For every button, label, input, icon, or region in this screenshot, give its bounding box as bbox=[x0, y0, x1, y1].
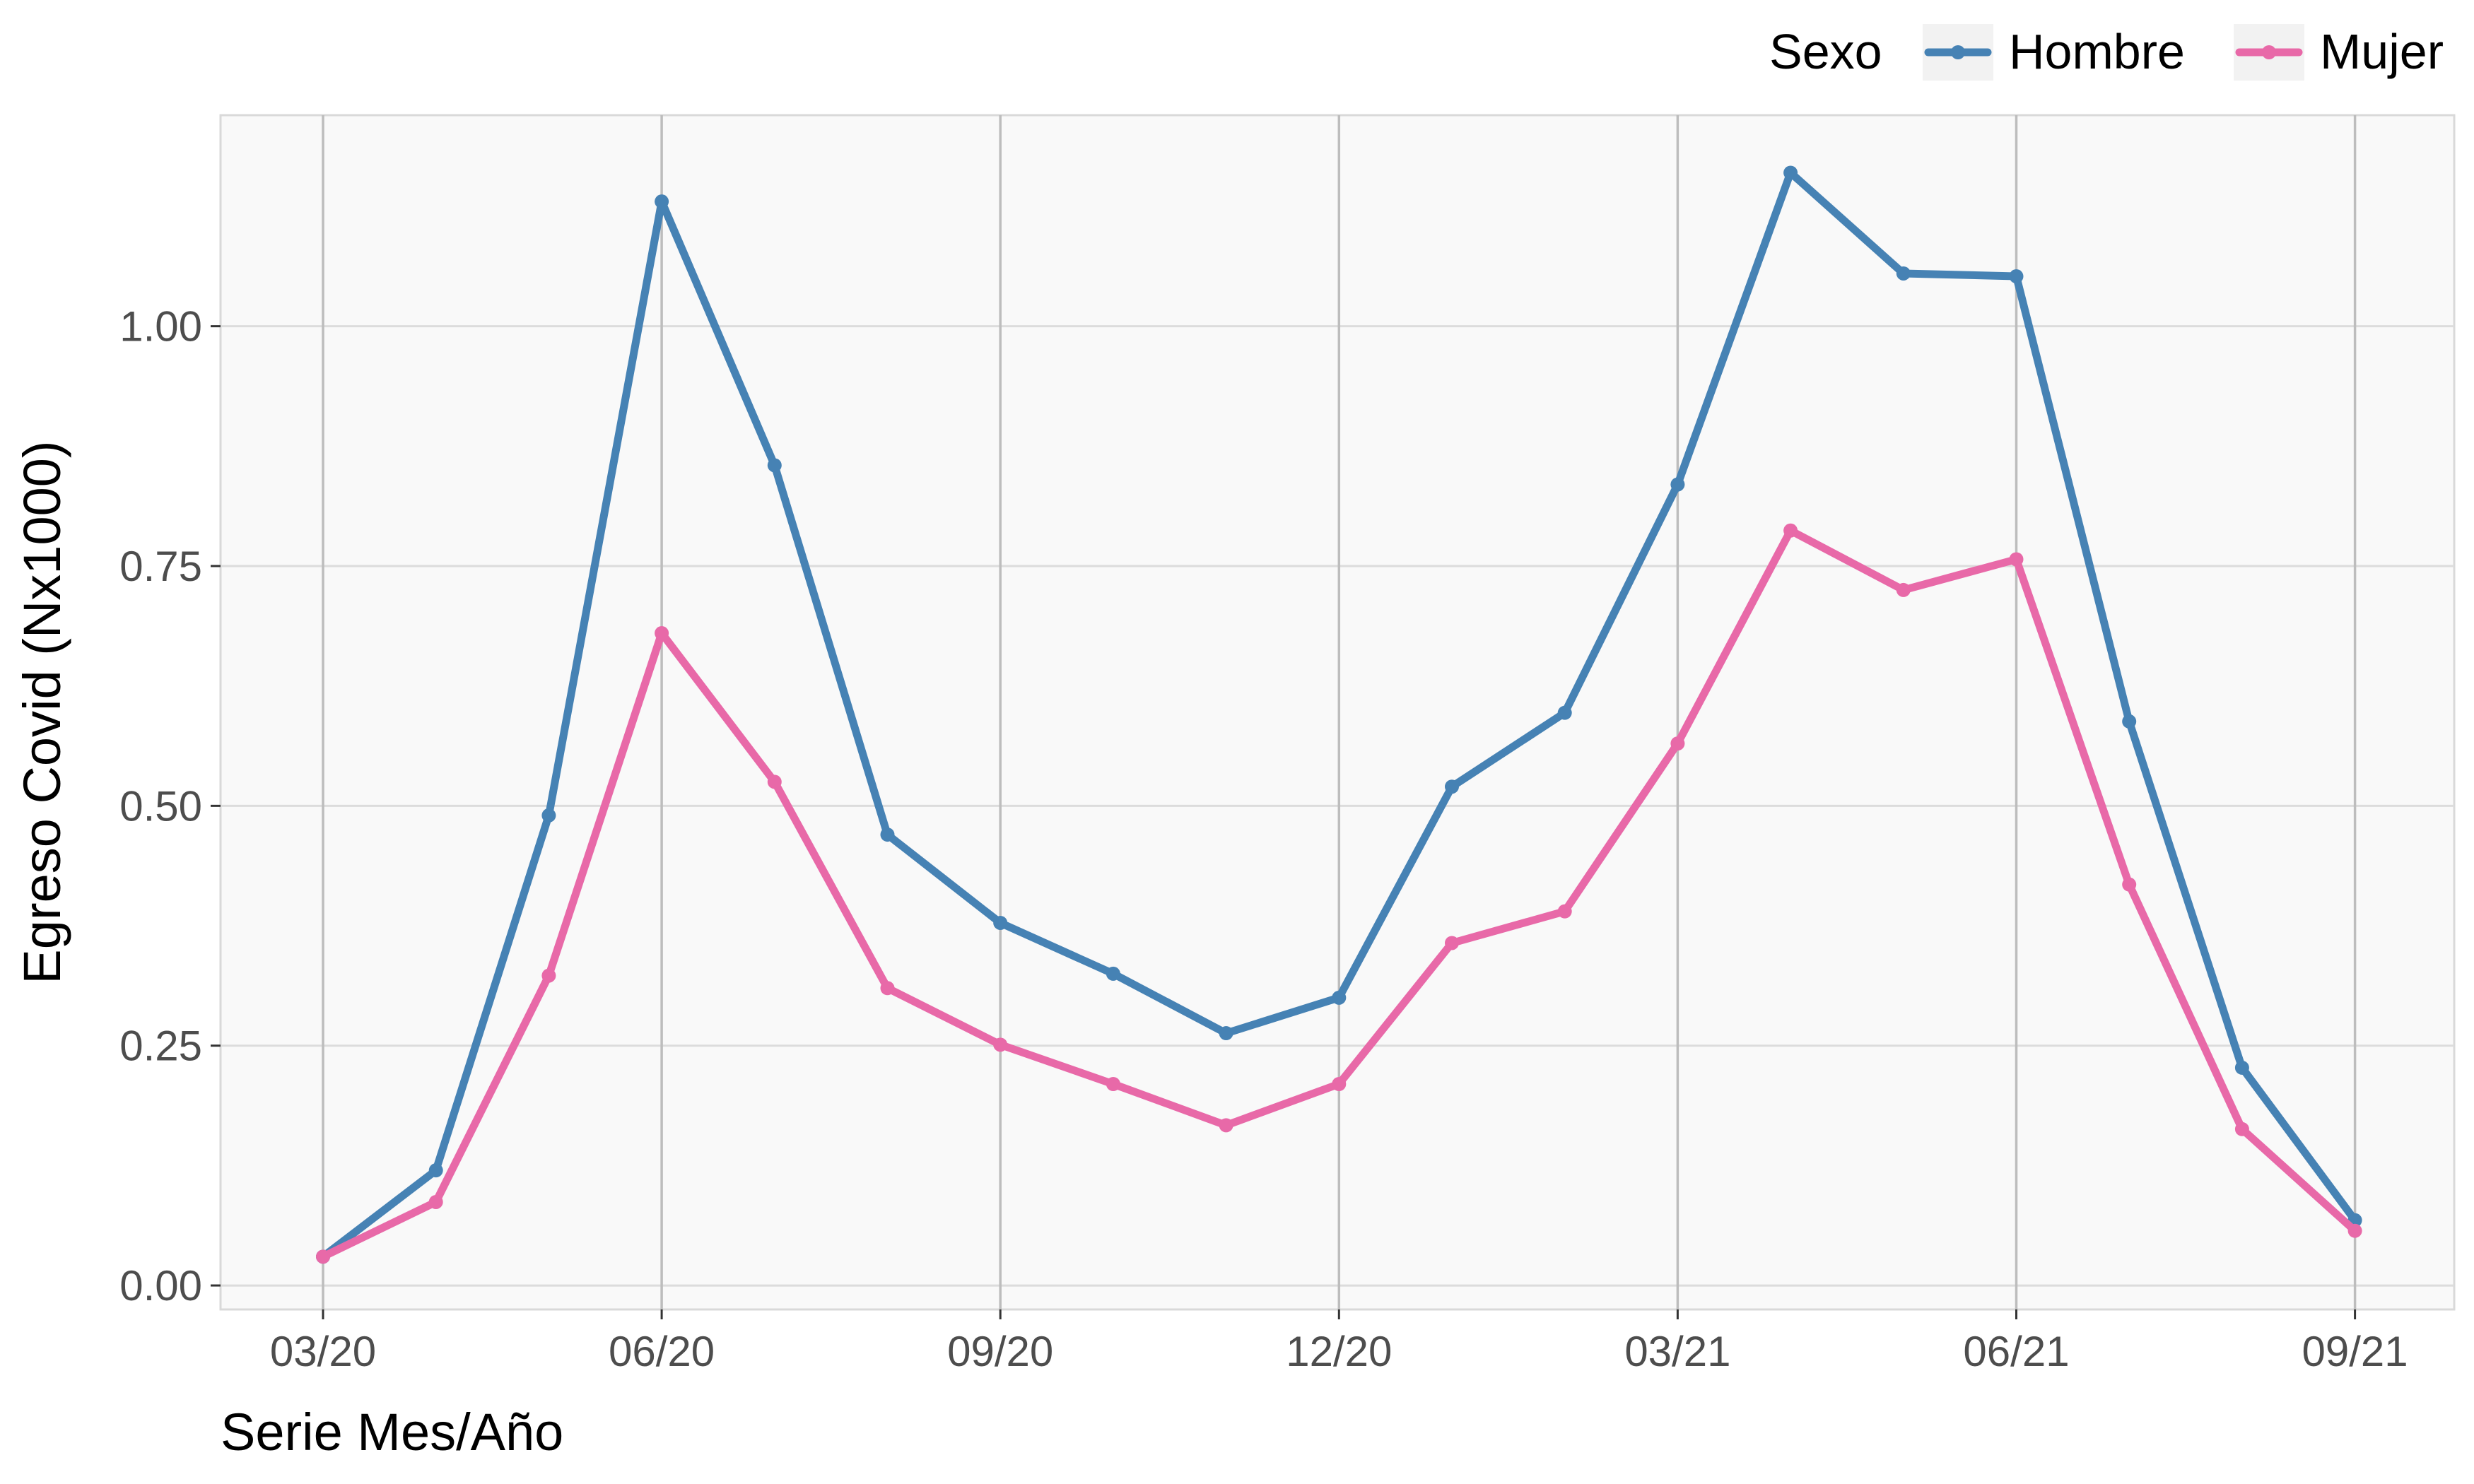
x-tick-label: 06/20 bbox=[609, 1328, 715, 1375]
data-point-mujer bbox=[1106, 1077, 1120, 1092]
data-point-hombre bbox=[2122, 714, 2137, 729]
data-point-hombre bbox=[1670, 477, 1685, 492]
data-point-mujer bbox=[316, 1249, 330, 1264]
data-point-mujer bbox=[1670, 736, 1685, 751]
data-point-mujer bbox=[2347, 1223, 2362, 1238]
data-point-hombre bbox=[1219, 1026, 1233, 1041]
data-point-hombre bbox=[1106, 966, 1120, 981]
data-point-mujer bbox=[2122, 877, 2137, 892]
vertical-gridlines bbox=[322, 115, 2357, 1309]
data-point-mujer bbox=[1219, 1118, 1233, 1133]
data-point-hombre bbox=[2009, 269, 2024, 284]
data-point-mujer bbox=[1896, 582, 1911, 597]
x-tick-label: 06/21 bbox=[1963, 1328, 2069, 1375]
data-point-mujer bbox=[1783, 523, 1798, 538]
y-tick-label: 0.50 bbox=[119, 782, 202, 830]
legend-point-hombre bbox=[1951, 45, 1965, 59]
plot-panel bbox=[219, 114, 2456, 1311]
legend-item-mujer: Mujer bbox=[2234, 24, 2444, 81]
data-point-mujer bbox=[1445, 936, 1459, 950]
x-tick-label: 03/21 bbox=[1624, 1328, 1730, 1375]
data-point-hombre bbox=[1557, 705, 1572, 720]
x-axis-title: Serie Mes/Año bbox=[221, 1403, 563, 1461]
y-tick-label: 1.00 bbox=[119, 303, 202, 351]
x-tick-label: 03/20 bbox=[270, 1328, 376, 1375]
data-point-hombre bbox=[993, 915, 1008, 930]
data-point-mujer bbox=[1332, 1077, 1347, 1092]
legend-label-hombre: Hombre bbox=[2009, 24, 2185, 79]
data-point-mujer bbox=[2009, 552, 2024, 567]
data-point-hombre bbox=[880, 828, 895, 842]
data-point-hombre bbox=[1783, 165, 1798, 180]
legend-label-mujer: Mujer bbox=[2320, 24, 2444, 79]
y-tick-label: 0.25 bbox=[119, 1023, 202, 1070]
series-mujer bbox=[316, 523, 2362, 1264]
data-point-mujer bbox=[541, 968, 556, 983]
data-point-mujer bbox=[655, 626, 669, 641]
data-point-mujer bbox=[1557, 904, 1572, 919]
x-tick-label: 09/20 bbox=[947, 1328, 1053, 1375]
x-tick-label: 09/21 bbox=[2302, 1328, 2408, 1375]
data-point-hombre bbox=[1896, 266, 1911, 281]
legend-item-hombre: Hombre bbox=[1923, 24, 2185, 81]
data-point-mujer bbox=[428, 1194, 443, 1209]
data-point-mujer bbox=[2234, 1121, 2249, 1136]
data-point-hombre bbox=[1332, 990, 1347, 1005]
data-point-mujer bbox=[767, 775, 782, 789]
data-point-mujer bbox=[880, 981, 895, 996]
data-point-mujer bbox=[993, 1037, 1008, 1052]
y-axis: 0.00 0.25 0.50 0.75 1.00 bbox=[119, 303, 221, 1309]
y-tick-label: 0.00 bbox=[119, 1262, 202, 1309]
legend: Sexo Hombre Mujer bbox=[1769, 24, 2444, 81]
data-point-hombre bbox=[655, 194, 669, 209]
data-point-hombre bbox=[541, 808, 556, 823]
legend-point-mujer bbox=[2262, 45, 2276, 59]
y-axis-title: Egreso Covid (Nx1000) bbox=[13, 440, 71, 984]
series-layer bbox=[316, 165, 2362, 1264]
data-point-hombre bbox=[428, 1163, 443, 1178]
data-point-hombre bbox=[767, 458, 782, 473]
data-point-hombre bbox=[2234, 1060, 2249, 1075]
x-tick-label: 12/20 bbox=[1286, 1328, 1392, 1375]
data-point-hombre bbox=[1445, 779, 1459, 794]
y-tick-label: 0.75 bbox=[119, 543, 202, 590]
legend-title: Sexo bbox=[1769, 24, 1882, 79]
x-axis: 03/20 06/20 09/20 12/20 03/21 06/21 09/21 bbox=[270, 1309, 2408, 1375]
